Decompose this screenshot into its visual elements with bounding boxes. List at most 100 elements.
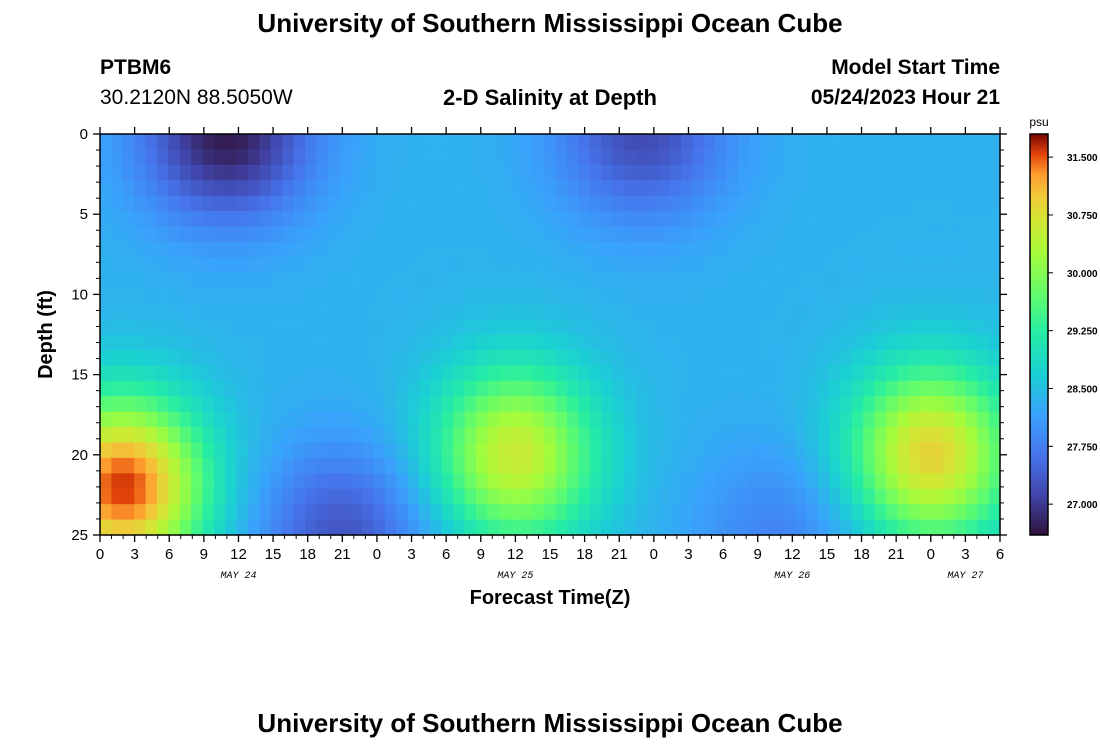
heatmap-cell — [100, 303, 112, 320]
heatmap-cell — [111, 288, 124, 305]
heatmap-cell — [737, 134, 750, 151]
heatmap-cell — [156, 519, 169, 536]
heatmap-cell — [635, 180, 648, 197]
heatmap-cell — [715, 334, 728, 351]
colorbar-label: 27.750 — [1067, 442, 1098, 453]
heatmap-cell — [384, 365, 397, 382]
heatmap-cell — [840, 411, 853, 428]
heatmap-cell — [498, 288, 511, 305]
heatmap-cell — [749, 519, 762, 536]
heatmap-cell — [635, 519, 648, 536]
heatmap-cell — [225, 257, 238, 274]
heatmap-cell — [624, 519, 637, 536]
heatmap-cell — [270, 226, 283, 243]
heatmap-cell — [783, 195, 796, 212]
heatmap-cell — [886, 519, 899, 536]
heatmap-cell — [270, 396, 283, 413]
heatmap-cell — [316, 396, 329, 413]
heatmap-cell — [122, 380, 135, 397]
heatmap-cell — [327, 519, 340, 536]
heatmap-cell — [863, 365, 876, 382]
heatmap-cell — [521, 226, 534, 243]
heatmap-cell — [715, 257, 728, 274]
heatmap-cell — [350, 442, 363, 459]
heatmap-cell — [806, 519, 819, 536]
heatmap-cell — [772, 473, 785, 490]
heatmap-cell — [430, 257, 443, 274]
heatmap-cell — [464, 349, 477, 366]
heatmap-cell — [453, 211, 466, 228]
heatmap-cell — [544, 488, 557, 505]
heatmap-cell — [908, 411, 921, 428]
heatmap-cell — [111, 149, 124, 166]
heatmap-cell — [191, 195, 204, 212]
heatmap-cell — [156, 257, 169, 274]
heatmap-cell — [156, 164, 169, 181]
heatmap-cell — [327, 488, 340, 505]
heatmap-cell — [681, 319, 693, 336]
heatmap-cell — [191, 427, 204, 444]
heatmap-cell — [749, 149, 762, 166]
heatmap-cell — [327, 195, 340, 212]
heatmap-cell — [441, 427, 454, 444]
heatmap-cell — [772, 164, 785, 181]
heatmap-cell — [396, 149, 409, 166]
heatmap-cell — [635, 380, 648, 397]
heatmap-cell — [100, 457, 112, 474]
heatmap-cell — [897, 180, 910, 197]
heatmap-cell — [601, 272, 614, 289]
heatmap-cell — [794, 488, 807, 505]
heatmap-cell — [510, 226, 523, 243]
heatmap-cell — [510, 519, 523, 536]
heatmap-cell — [817, 241, 830, 258]
heatmap-cell — [544, 257, 557, 274]
heatmap-cell — [760, 211, 773, 228]
heatmap-cell — [407, 288, 420, 305]
x-tick-label: 6 — [996, 546, 1004, 563]
heatmap-cell — [988, 349, 1001, 366]
heatmap-cell — [430, 180, 443, 197]
heatmap-cell — [612, 303, 625, 320]
heatmap-cell — [384, 473, 397, 490]
heatmap-cell — [270, 180, 283, 197]
heatmap-cell — [783, 380, 796, 397]
heatmap-cell — [225, 519, 238, 536]
heatmap-cell — [658, 288, 671, 305]
heatmap-cell — [248, 519, 261, 536]
heatmap-cell — [248, 134, 261, 151]
heatmap-cell — [669, 180, 682, 197]
heatmap-cell — [259, 226, 272, 243]
heatmap-cell — [681, 365, 693, 382]
heatmap-cell — [988, 241, 1001, 258]
heatmap-cell — [658, 334, 671, 351]
heatmap-cell — [475, 288, 488, 305]
heatmap-cell — [100, 241, 112, 258]
heatmap-cell — [726, 365, 739, 382]
heatmap-cell — [134, 442, 147, 459]
heatmap-cell — [213, 272, 226, 289]
heatmap-cell — [441, 257, 454, 274]
heatmap-cell — [658, 504, 671, 521]
heatmap-cell — [817, 164, 830, 181]
colorbar-gradient — [1029, 133, 1049, 536]
heatmap-cell — [236, 504, 249, 521]
heatmap-cell — [555, 349, 568, 366]
heatmap-cell — [510, 365, 523, 382]
heatmap-cell — [737, 427, 750, 444]
heatmap-cell — [817, 396, 830, 413]
heatmap-cell — [749, 195, 762, 212]
heatmap-cell — [988, 427, 1001, 444]
heatmap-cell — [487, 457, 500, 474]
heatmap-cell — [681, 473, 693, 490]
heatmap-cell — [920, 303, 933, 320]
heatmap-cell — [350, 149, 363, 166]
heatmap-cell — [293, 272, 306, 289]
heatmap-cell — [544, 365, 557, 382]
heatmap-cell — [156, 272, 169, 289]
heatmap-cell — [601, 488, 614, 505]
heatmap-cell — [487, 442, 500, 459]
heatmap-cell — [555, 457, 568, 474]
heatmap-cell — [715, 241, 728, 258]
heatmap-cell — [418, 211, 431, 228]
heatmap-cell — [305, 134, 318, 151]
